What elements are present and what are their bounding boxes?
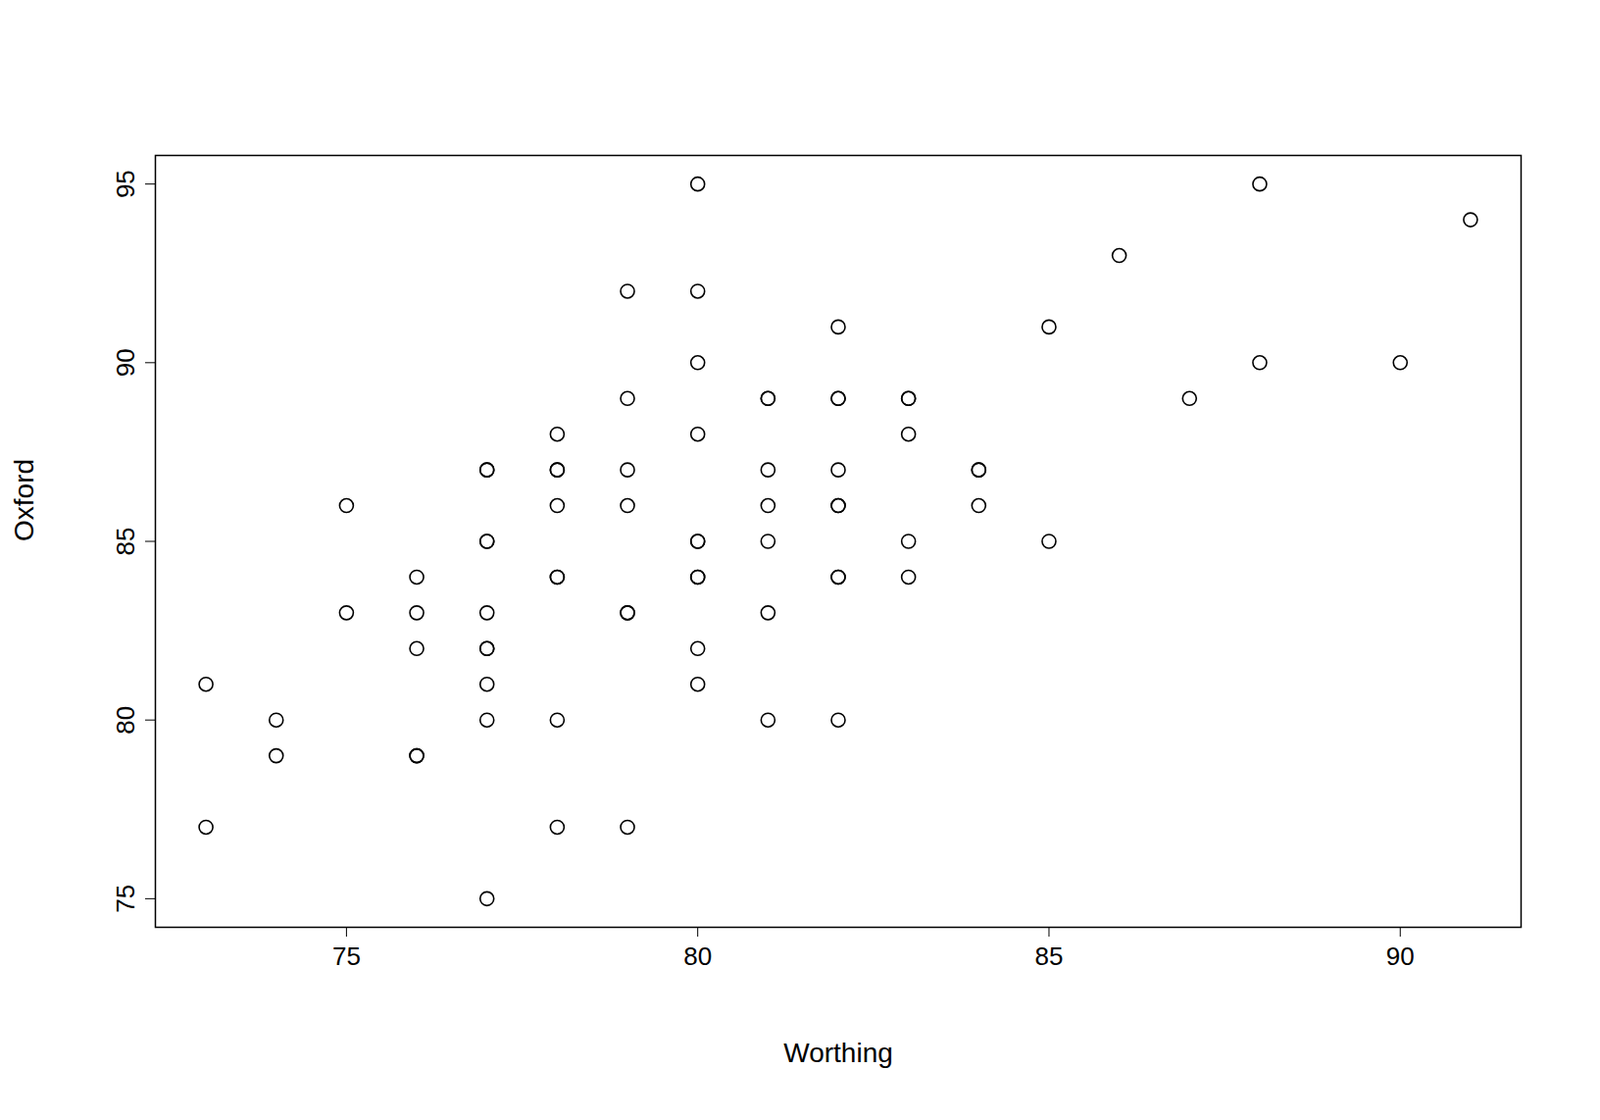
svg-text:85: 85 — [1035, 941, 1064, 971]
svg-text:75: 75 — [332, 941, 361, 971]
svg-text:85: 85 — [110, 527, 141, 556]
svg-text:Oxford: Oxford — [8, 458, 40, 542]
svg-text:80: 80 — [683, 941, 712, 971]
svg-text:75: 75 — [110, 884, 141, 913]
svg-text:95: 95 — [110, 169, 141, 199]
svg-text:80: 80 — [110, 705, 141, 735]
svg-text:90: 90 — [110, 348, 141, 377]
svg-text:90: 90 — [1386, 941, 1415, 971]
svg-text:Worthing: Worthing — [783, 1037, 894, 1068]
